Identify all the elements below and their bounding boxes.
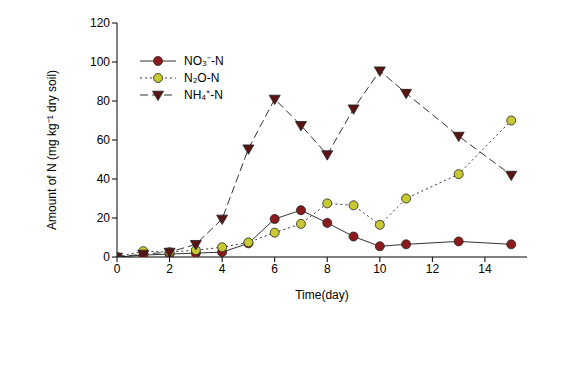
svg-text:80: 80 (97, 94, 111, 108)
html-text:NO₃⁻-N: NO₃⁻-N (184, 54, 224, 68)
svg-text:4: 4 (219, 262, 226, 276)
svg-text:14: 14 (478, 262, 492, 276)
svg-text:60: 60 (97, 133, 111, 147)
svg-text:12: 12 (426, 262, 440, 276)
svg-text:100: 100 (90, 55, 110, 69)
html-text:NH₄⁺-N: NH₄⁺-N (184, 88, 223, 102)
svg-text:6: 6 (271, 262, 278, 276)
svg-text:8: 8 (324, 262, 331, 276)
svg-text:0: 0 (114, 262, 121, 276)
html-text:N₂O-N: N₂O-N (184, 70, 220, 85)
svg-text:10: 10 (373, 262, 387, 276)
svg-text:20: 20 (97, 211, 111, 225)
svg-text:2: 2 (166, 262, 173, 276)
svg-text:120: 120 (90, 16, 110, 30)
svg-text:Time(day): Time(day) (295, 288, 349, 302)
svg-text:0: 0 (103, 250, 110, 264)
svg-text:40: 40 (97, 172, 111, 186)
svg-text:Amount of N (mg kg⁻¹ dry soil): Amount of N (mg kg⁻¹ dry soil) (45, 70, 59, 230)
